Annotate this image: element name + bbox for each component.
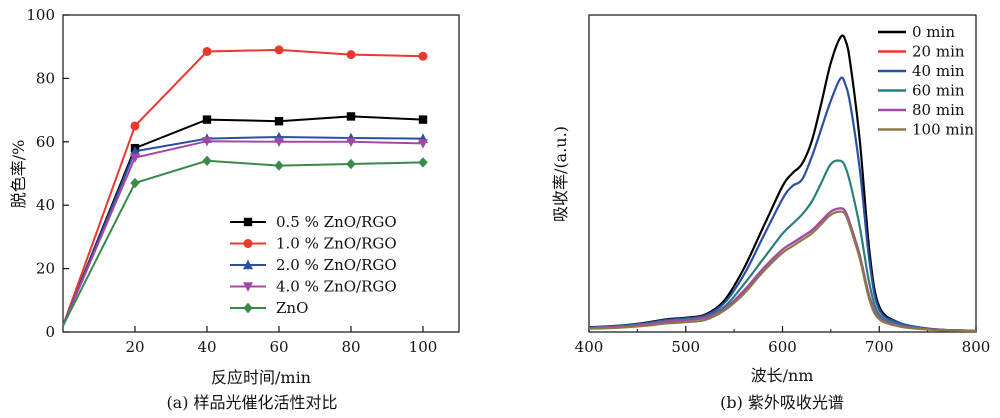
chart-a-data-point: [418, 139, 428, 149]
chart-b-x-tick-label: 500: [671, 338, 700, 356]
chart-a-data-point: [418, 51, 428, 61]
chart-a-legend: 0.5 % ZnO/RGO 1.0 % ZnO/RGO 2.0 % ZnO/RGO 4…: [230, 213, 397, 317]
chart-a-x-tick-label: 20: [125, 338, 144, 356]
chart-b-series-line-6: [588, 210, 977, 333]
chart-b-series-line-5: [588, 207, 977, 332]
chart-a-x-tick-label: 100: [409, 338, 438, 356]
chart-a-series-line: [62, 48, 424, 327]
chart-a-x-axis-title: 反应时间/min: [211, 368, 311, 387]
chart-b-legend-item: 60 min: [878, 82, 965, 100]
chart-a-data-point: [274, 116, 284, 126]
chart-b-legend-item: 0 min: [878, 23, 955, 41]
chart-a-data-point: [274, 45, 284, 55]
chart-a-data-point: [202, 136, 212, 147]
chart-a-ticks: [63, 14, 424, 333]
chart-a-data-point: [346, 50, 356, 60]
chart-b-x-tick-label: 700: [865, 338, 894, 356]
chart-a-legend-label: 1.0 % ZnO/RGO: [276, 235, 397, 253]
chart-a-legend-label: 2.0 % ZnO/RGO: [276, 256, 397, 274]
chart-a-data-point: [130, 146, 140, 156]
chart-a-legend-label: ZnO: [276, 299, 308, 317]
chart-a-y-tick-label: 20: [36, 260, 55, 278]
chart-a-series-line: [62, 115, 424, 327]
chart-a-y-tick-label: 40: [36, 196, 55, 214]
chart-a-data-point: [346, 137, 356, 147]
chart-a-legend-item: 4.0 % ZnO/RGO: [230, 278, 397, 296]
chart-a-legend-marker: [243, 282, 253, 292]
chart-b-legend-item: 100 min: [878, 121, 974, 139]
chart-a-y-axis-title: 脱色率/%: [9, 140, 28, 209]
chart-a-y-tick-label: 60: [36, 133, 55, 151]
chart-a-legend-item: ZnO: [230, 299, 308, 317]
chart-b-series-line-2: [588, 207, 977, 332]
chart-b-legend-label: 20 min: [912, 43, 965, 61]
chart-a-legend-label: 4.0 % ZnO/RGO: [276, 278, 397, 296]
chart-a-y-tick-label: 100: [26, 6, 55, 24]
chart-a-legend-label: 0.5 % ZnO/RGO: [276, 213, 397, 231]
chart-a-y-tick-labels: 0 20 40 60 80 100: [26, 6, 55, 341]
chart-a-series-line: [62, 140, 424, 327]
chart-a-data-point: [274, 160, 284, 171]
chart-a-legend-item: 1.0 % ZnO/RGO: [230, 235, 397, 253]
chart-a-data-point: [202, 46, 212, 56]
chart-a-data-point: [130, 177, 140, 189]
chart-b-legend-label: 0 min: [912, 23, 955, 41]
chart-a-x-tick-label: 60: [269, 338, 288, 356]
chart-a-data-point: [130, 121, 140, 131]
chart-b-x-tick-label: 400: [575, 338, 604, 356]
chart-a-legend-item: 2.0 % ZnO/RGO: [230, 256, 397, 274]
chart-b-legend-label: 40 min: [912, 62, 965, 80]
chart-a-data-point: [346, 158, 356, 170]
chart-a-data-point: [418, 115, 428, 124]
chart-a-series-5: [62, 155, 428, 327]
chart-b-legend-label: 100 min: [912, 121, 974, 139]
chart-a-series-4: [62, 136, 428, 327]
chart-a-series-line: [62, 159, 424, 327]
chart-b-legend-item: 80 min: [878, 101, 965, 119]
chart-a-y-tick-label: 0: [45, 323, 55, 341]
chart-a-x-tick-label: 40: [197, 338, 216, 356]
chart-b-x-tick-label: 800: [962, 338, 991, 356]
chart-b-legend-item: 20 min: [878, 43, 965, 61]
chart-a-x-tick-labels: 20 40 60 80 100: [125, 338, 437, 356]
chart-a-series-2: [62, 45, 428, 327]
chart-a-legend-marker: [243, 259, 253, 270]
chart-a-y-tick-label: 80: [36, 69, 55, 87]
chart-b-x-tick-label: 600: [768, 338, 797, 356]
chart-a-series-group: [62, 45, 428, 327]
chart-a-series-line: [62, 135, 424, 327]
chart-a-data-point: [130, 153, 140, 163]
chart-a-legend-item: 0.5 % ZnO/RGO: [230, 213, 397, 231]
chart-a-data-point: [346, 112, 356, 121]
chart-b-series-group: [588, 34, 977, 333]
chart-a-legend-marker: [243, 239, 253, 248]
chart-a-legend-marker: [243, 217, 253, 227]
chart-a-data-point: [202, 115, 212, 124]
chart-b-y-axis-title: 吸收率/(a.u.): [551, 126, 570, 222]
chart-b-legend-item: 40 min: [878, 62, 965, 80]
chart-a: 20 40 60 80 100 0 20 40 60 80 100 0.5 % ZnO/RGO 1.…: [9, 6, 460, 412]
chart-b-caption: (b) 紫外吸收光谱: [720, 393, 844, 412]
chart-a-x-tick-label: 80: [341, 338, 360, 356]
chart-b-legend-label: 80 min: [912, 101, 965, 119]
chart-a-data-point: [418, 157, 428, 168]
chart-a-caption: (a) 样品光催化活性对比: [166, 393, 337, 412]
chart-a-legend-marker: [243, 302, 253, 314]
chart-a-data-point: [274, 137, 284, 147]
chart-a-data-point: [202, 155, 212, 167]
chart-b-x-tick-labels: 400 500 600 700 800: [575, 338, 991, 356]
chart-b-x-axis-title: 波长/nm: [751, 366, 814, 385]
chart-a-plot-frame: [62, 14, 460, 333]
chart-b-legend-label: 60 min: [912, 82, 965, 100]
